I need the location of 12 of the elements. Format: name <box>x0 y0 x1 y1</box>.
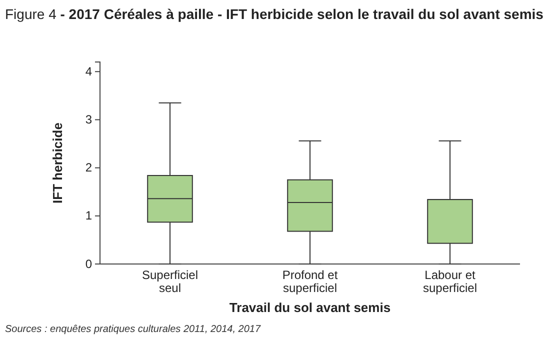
x-axis-title: Travail du sol avant semis <box>229 300 391 315</box>
y-tick-label: 2 <box>85 160 92 175</box>
y-tick-label: 1 <box>85 208 92 223</box>
y-axis-title: IFT herbicide <box>50 122 65 204</box>
y-tick-label: 4 <box>85 64 92 78</box>
x-tick-label: Labour et superficiel <box>422 268 478 295</box>
x-tick-label: Superficiel seul <box>142 268 198 295</box>
y-tick-label: 3 <box>85 112 92 127</box>
y-tick-label: 0 <box>85 256 92 271</box>
source-note: Sources : enquêtes pratiques culturales 2011, 2014, 2017 <box>5 324 261 335</box>
x-tick-label: Profond et superficiel <box>282 268 338 295</box>
chart-title: Figure 4 - 2017 Céréales à paille - IFT herbicide selon le travail du sol avant semis <box>5 6 544 22</box>
